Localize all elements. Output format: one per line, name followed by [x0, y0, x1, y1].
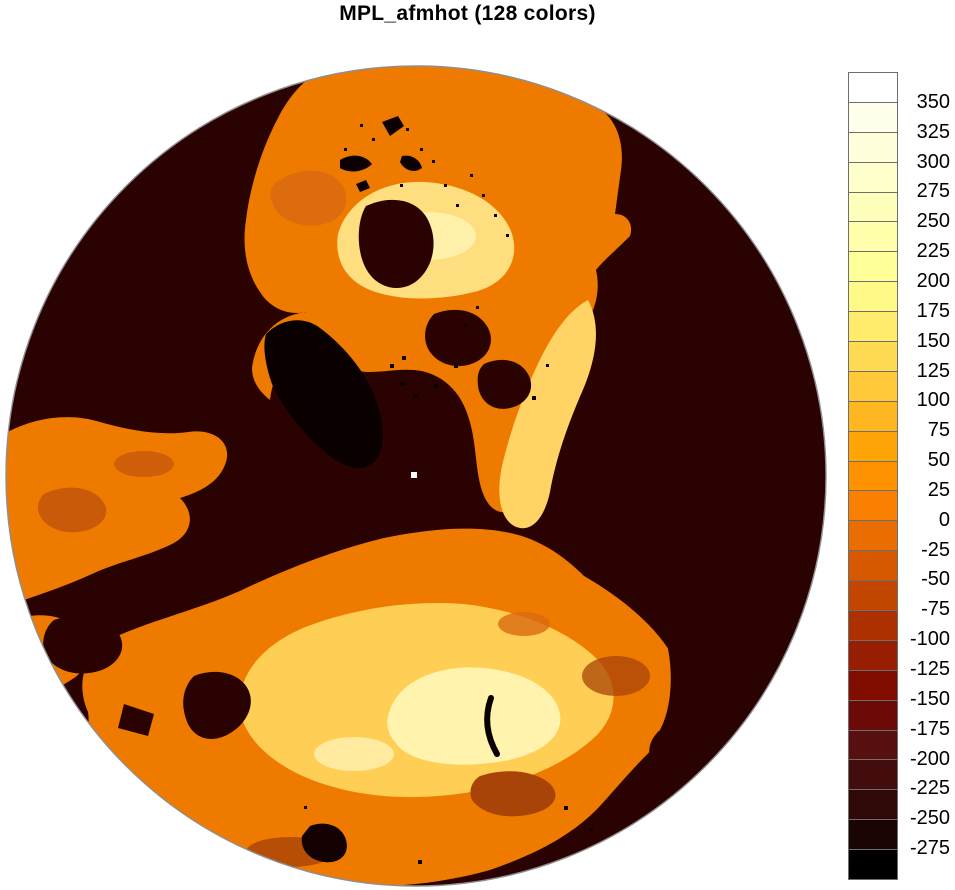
map-art [6, 66, 826, 886]
polar-map [5, 65, 827, 887]
colorbar-box [849, 161, 897, 192]
colorbar-tick-label: -150 [909, 687, 950, 710]
colorbar-tick-label: -125 [909, 658, 950, 681]
colorbar-box [849, 341, 897, 371]
colorbar-box [849, 729, 897, 760]
colorbar-tick-label: 350 [916, 90, 950, 113]
cold-patches-left [43, 615, 251, 739]
colorbar-tick-label: -50 [921, 568, 950, 591]
colorbar-tick-label: -175 [909, 717, 950, 740]
lake-baikal [484, 695, 500, 757]
landmass-eurasia [82, 528, 683, 886]
colorbar-tick-label: 100 [916, 389, 950, 412]
archipelago-channels [425, 309, 532, 409]
colorbar-box [849, 490, 897, 521]
colorbar [848, 72, 898, 880]
colorbar-tick-label: 300 [916, 150, 950, 173]
page-title: MPL_afmhot (128 colors) [339, 2, 596, 25]
colorbar-box [849, 550, 897, 581]
colorbar-tick-label: 0 [938, 508, 950, 531]
colorbar-box [849, 251, 897, 282]
colorbar-tick-label: -75 [921, 598, 950, 621]
colorbar-box [849, 669, 897, 700]
colorbar-tick-label: 225 [916, 240, 950, 263]
colorbar-box [849, 311, 897, 342]
colorbar-box [849, 370, 897, 401]
bright-band [499, 300, 596, 529]
colorbar-tick-label: 275 [916, 180, 950, 203]
colorbar-box [849, 101, 897, 132]
colorbar-tick-label: -200 [909, 747, 950, 770]
colorbar-tick-label: -225 [909, 777, 950, 800]
colorbar-tick-label: -275 [909, 837, 950, 860]
colorbar-box [849, 460, 897, 491]
colorbar-tick-label: 25 [927, 478, 950, 501]
colorbar-box [849, 191, 897, 222]
colorbar-box [849, 221, 897, 252]
map-rim [5, 65, 827, 887]
colorbar-tick-label: 150 [916, 329, 950, 352]
colorbar-box [849, 520, 897, 551]
colorbar-tick-label: 175 [916, 299, 950, 322]
colorbar-tick-label: 250 [916, 210, 950, 233]
colorbar-box [849, 610, 897, 640]
colorbar-box [849, 639, 897, 670]
colorbar-tick-label: -100 [909, 628, 950, 651]
colorbar-tick-label: -25 [921, 538, 950, 561]
colorbar-box [849, 580, 897, 611]
colorbar-box [849, 759, 897, 790]
colorbar-tick-label: 75 [927, 419, 950, 442]
colorbar-box [849, 819, 897, 850]
colorbar-box [849, 699, 897, 730]
colorbar-box [849, 849, 897, 880]
pole-dot [411, 472, 417, 478]
colorbar-labels: 350 325 300 275 250 225 200 175 150 125 100 75 50 25 0… [894, 72, 950, 878]
colorbar-box [849, 789, 897, 820]
speckles [304, 124, 593, 864]
colorbar-tick-label: 50 [927, 449, 950, 472]
colorbar-box [849, 281, 897, 312]
colorbar-box [849, 131, 897, 162]
colorbar-box [849, 73, 897, 102]
colorbar-box [849, 400, 897, 431]
greenland-icecap [252, 311, 383, 468]
colorbar-box [849, 430, 897, 461]
colorbar-tick-label: 325 [916, 120, 950, 143]
colorbar-tick-label: 125 [916, 359, 950, 382]
colorbar-tick-label: -250 [909, 807, 950, 830]
colorbar-tick-label: 200 [916, 269, 950, 292]
